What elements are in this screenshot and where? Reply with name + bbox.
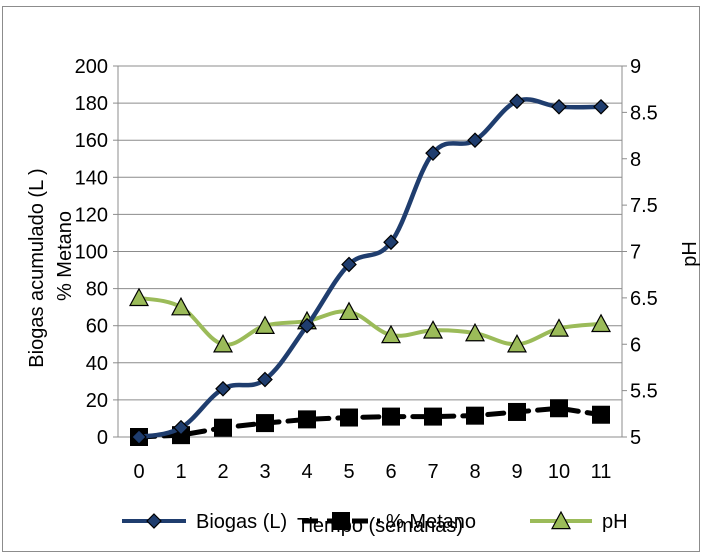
x-axis-ticks: 0 1 2 3 4 5 6 7 8 9 10 11 (133, 461, 611, 483)
legend: Biogas (L) % Metano pH (122, 510, 628, 533)
left-axis-ticks: 0 20 40 60 80 100 120 140 160 180 200 (75, 56, 118, 449)
y-tick-right-7: 7 (630, 242, 641, 264)
marker-square-3 (256, 414, 274, 433)
x-tick-8: 8 (469, 461, 480, 483)
marker-square-9 (508, 402, 526, 421)
marker-triangle-5 (338, 301, 360, 321)
y-tick-right-9: 9 (630, 56, 641, 78)
legend-marker (550, 510, 572, 530)
marker-triangle-1 (170, 296, 192, 316)
marker-triangle-8 (464, 322, 486, 342)
y-tick-left-140: 140 (75, 167, 108, 189)
y-tick-left-200: 200 (75, 56, 108, 78)
marker-diamond-3 (257, 371, 273, 388)
x-tick-9: 9 (511, 461, 522, 483)
y-tick-left-180: 180 (75, 93, 108, 115)
marker-triangle-6 (380, 324, 402, 344)
y-tick-left-120: 120 (75, 204, 108, 226)
x-tick-5: 5 (343, 461, 354, 483)
y-tick-right-6.5: 6.5 (630, 288, 658, 310)
marker-diamond-1 (173, 419, 189, 436)
legend-item-0: Biogas (L) (122, 511, 287, 533)
marker-diamond-8 (467, 132, 483, 149)
marker-diamond-4 (299, 317, 315, 334)
series-2 (128, 287, 612, 353)
series-0 (131, 93, 609, 445)
y-tick-right-7.5: 7.5 (630, 195, 658, 217)
y-axis-label-right: pH (679, 241, 701, 267)
marker-square-5 (340, 408, 358, 427)
marker-diamond-6 (383, 234, 399, 251)
y-tick-left-80: 80 (86, 279, 108, 301)
marker-triangle-11 (590, 313, 612, 333)
x-tick-1: 1 (175, 461, 186, 483)
chart-frame (2, 6, 700, 552)
marker-square-11 (592, 405, 610, 424)
legend-marker (332, 512, 350, 530)
series-1 (130, 399, 610, 446)
legend-item-2: pH (530, 510, 628, 533)
x-tick-0: 0 (133, 461, 144, 483)
gridlines (117, 65, 623, 438)
y-tick-left-100: 100 (75, 242, 108, 264)
marker-triangle-7 (422, 320, 444, 339)
y-tick-left-160: 160 (75, 130, 108, 152)
x-tick-7: 7 (427, 461, 438, 483)
legend-label: % Metano (386, 511, 476, 533)
marker-triangle-0 (128, 287, 150, 307)
x-tick-6: 6 (385, 461, 396, 483)
right-axis-ticks: 5 5.5 6 6.5 7 7.5 8 8.5 9 (622, 56, 658, 449)
y-tick-left-20: 20 (86, 390, 108, 412)
marker-diamond-2 (215, 380, 231, 397)
marker-square-6 (382, 407, 400, 426)
legend-label: pH (602, 511, 628, 533)
marker-diamond-0 (131, 429, 147, 445)
y-tick-right-8: 8 (630, 149, 641, 171)
marker-square-7 (424, 407, 442, 426)
legend-marker (146, 513, 162, 529)
y-axis-label-left-1: Biogas acumulado (L ) (26, 168, 48, 367)
x-tick-3: 3 (259, 461, 270, 483)
marker-diamond-7 (425, 145, 441, 162)
y-tick-right-8.5: 8.5 (630, 102, 658, 124)
legend-label: Biogas (L) (196, 511, 287, 533)
y-axis-label-left-2: % Metano (54, 211, 76, 301)
y-tick-left-40: 40 (86, 353, 108, 375)
marker-square-4 (298, 410, 316, 429)
series-layer (128, 93, 612, 446)
marker-triangle-10 (548, 318, 570, 337)
marker-square-8 (466, 406, 484, 425)
marker-square-10 (550, 399, 568, 418)
marker-diamond-10 (551, 98, 567, 115)
marker-diamond-11 (593, 98, 609, 115)
marker-triangle-3 (254, 315, 276, 334)
y-tick-left-60: 60 (86, 316, 108, 338)
y-tick-right-5.5: 5.5 (630, 381, 658, 403)
x-tick-10: 10 (548, 461, 570, 483)
y-tick-right-5: 5 (630, 427, 641, 449)
y-tick-right-6: 6 (630, 334, 641, 356)
marker-triangle-9 (506, 333, 528, 353)
legend-item-1: % Metano (302, 511, 476, 533)
marker-square-2 (214, 418, 232, 437)
marker-diamond-5 (341, 256, 357, 273)
y-tick-left-0: 0 (97, 427, 108, 449)
marker-triangle-2 (212, 333, 234, 353)
marker-diamond-9 (509, 93, 525, 110)
x-tick-2: 2 (217, 461, 228, 483)
x-tick-11: 11 (591, 461, 612, 483)
x-tick-4: 4 (301, 461, 312, 483)
